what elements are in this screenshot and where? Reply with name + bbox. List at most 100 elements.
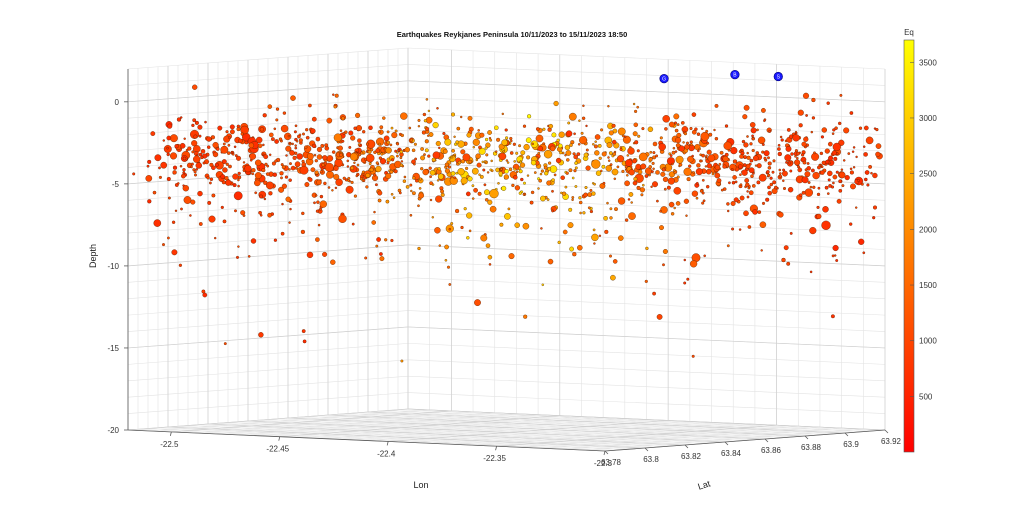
earthquake-point (365, 185, 369, 189)
earthquake-point (756, 180, 761, 185)
earthquake-point (251, 168, 256, 173)
earthquake-point (310, 167, 316, 173)
colorbar-tick-label: 1000 (919, 337, 937, 346)
colorbar-tick-label: 2000 (919, 225, 937, 234)
location-marker: G (659, 74, 669, 84)
earthquake-point (500, 167, 503, 171)
earthquake-point (214, 236, 217, 240)
earthquake-point (740, 151, 745, 156)
earthquake-point (666, 185, 671, 190)
earthquake-point (662, 249, 668, 254)
earthquake-point (714, 172, 721, 179)
earthquake-point (701, 127, 704, 130)
earthquake-point (794, 159, 801, 166)
earthquake-point (348, 130, 354, 136)
earthquake-point (827, 178, 831, 182)
earthquake-point (798, 123, 803, 128)
earthquake-point (739, 195, 745, 201)
earthquake-point (453, 135, 456, 138)
axes-frame (127, 69, 886, 452)
earthquake-point (671, 150, 676, 155)
earthquake-point (850, 183, 856, 190)
earthquake-point (571, 198, 574, 202)
earthquake-point (746, 151, 749, 155)
earthquake-point (166, 135, 172, 141)
earthquake-point (434, 227, 441, 234)
earthquake-point (414, 157, 417, 161)
earthquake-point (752, 155, 759, 162)
earthquake-point (268, 153, 272, 157)
z-tick-label: -15 (107, 344, 119, 353)
earthquake-point (872, 216, 876, 220)
earthquake-point (537, 187, 540, 190)
earthquake-point (602, 181, 606, 185)
earthquake-point (592, 228, 596, 232)
earthquake-point (425, 126, 430, 131)
earthquake-point (399, 156, 403, 160)
earthquake-point (373, 173, 377, 177)
earthquake-point (816, 192, 821, 197)
earthquake-point (487, 199, 493, 205)
earthquake-point (785, 145, 792, 152)
earthquake-point (324, 143, 329, 148)
earthquake-point (633, 176, 638, 182)
earthquake-point (237, 245, 240, 248)
earthquake-point (530, 140, 538, 148)
earthquake-point (355, 112, 361, 118)
earthquake-point (801, 190, 806, 195)
y-axis-label: Lat (697, 478, 712, 492)
earthquake-point (682, 151, 686, 155)
earthquake-point (644, 279, 648, 283)
earthquake-point (827, 170, 833, 177)
earthquake-point (691, 112, 697, 117)
earthquake-point (293, 130, 297, 134)
earthquake-point (526, 174, 530, 177)
earthquake-point (315, 237, 320, 242)
earthquake-point (730, 201, 736, 206)
earthquake-point (185, 148, 189, 152)
earthquake-point (440, 192, 445, 197)
earthquake-point (691, 129, 697, 135)
earthquake-point (233, 145, 237, 149)
earthquake-point (842, 159, 846, 162)
earthquake-point (385, 173, 392, 179)
y-tick-label: 63.84 (721, 449, 742, 458)
earthquake-point (255, 136, 263, 144)
earthquake-point (495, 167, 500, 173)
earthquake-point (875, 143, 882, 149)
earthquake-point (496, 137, 501, 142)
earthquake-point (393, 169, 398, 174)
earthquake-point (834, 126, 838, 130)
earthquake-point (497, 182, 500, 185)
earthquake-point (362, 179, 366, 182)
earthquake-point (350, 165, 355, 171)
earthquake-point (259, 194, 263, 199)
earthquake-point (479, 132, 485, 138)
earthquake-point (833, 156, 838, 161)
earthquake-point (591, 233, 599, 242)
earthquake-point (518, 169, 523, 174)
earthquake-point (830, 314, 835, 319)
earthquake-point (471, 184, 475, 188)
earthquake-point (355, 125, 363, 132)
earthquake-point (750, 174, 754, 178)
earthquake-point (316, 154, 323, 160)
earthquake-point (706, 141, 710, 145)
earthquake-point (761, 108, 766, 113)
earthquake-point (789, 231, 793, 235)
earthquake-point (862, 145, 866, 148)
earthquake-point (584, 186, 588, 189)
earthquake-point (607, 156, 610, 159)
colorbar-label: Eq (904, 28, 914, 37)
earthquake-point (849, 222, 853, 226)
earthquake-point (667, 177, 675, 185)
earthquake-point (754, 164, 758, 167)
earthquake-point (489, 138, 493, 142)
earthquake-point (686, 177, 691, 182)
earthquake-point (386, 140, 390, 145)
earthquake-point (424, 148, 429, 153)
colorbar-tick-label: 500 (919, 392, 933, 401)
earthquake-point (262, 143, 265, 147)
earthquake-point (420, 155, 426, 161)
earthquake-point (420, 147, 424, 151)
